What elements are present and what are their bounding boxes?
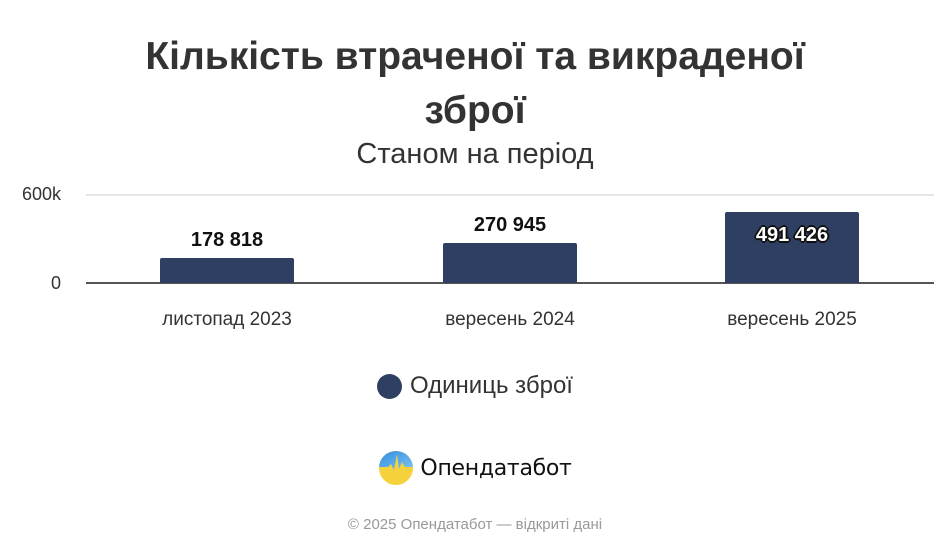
data-label-sep-2025: 491 426: [755, 224, 829, 246]
gridline-600k: [86, 194, 934, 196]
x-tick-sep-2024: вересень 2024: [445, 309, 575, 330]
footer-copyright: © 2025 Опендатабот — відкриті дані: [347, 516, 603, 533]
y-tick-0: 0: [50, 273, 61, 293]
x-tick-nov-2023: листопад 2023: [162, 309, 292, 330]
legend-marker-icon[interactable]: [377, 373, 402, 399]
x-tick-sep-2025: вересень 2025: [727, 309, 857, 330]
brand: Опендатабот: [0, 450, 950, 486]
legend-item-units[interactable]: Одиниць зброї: [410, 372, 573, 399]
y-tick-600k: 600k: [21, 184, 61, 204]
chart-subtitle: Станом на період: [356, 138, 594, 170]
x-axis-line: [86, 282, 934, 284]
bar-sep-2024[interactable]: [443, 243, 577, 283]
bar-sep-2025[interactable]: [725, 212, 859, 283]
data-label-nov-2023: 178 818: [190, 229, 264, 251]
brand-name: Опендатабот: [420, 455, 572, 481]
chart-title: Кількість втраченої та викраденої зброї: [0, 30, 950, 138]
chart-title-line-1: Кількість втраченої та викраденої: [145, 35, 805, 78]
opendatabot-logo-icon: [379, 451, 414, 485]
data-label-sep-2024: 270 945: [473, 214, 547, 236]
chart-title-line-2: зброї: [424, 89, 526, 132]
legend: Одиниць зброї: [0, 372, 950, 400]
bar-nov-2023[interactable]: [160, 258, 294, 283]
